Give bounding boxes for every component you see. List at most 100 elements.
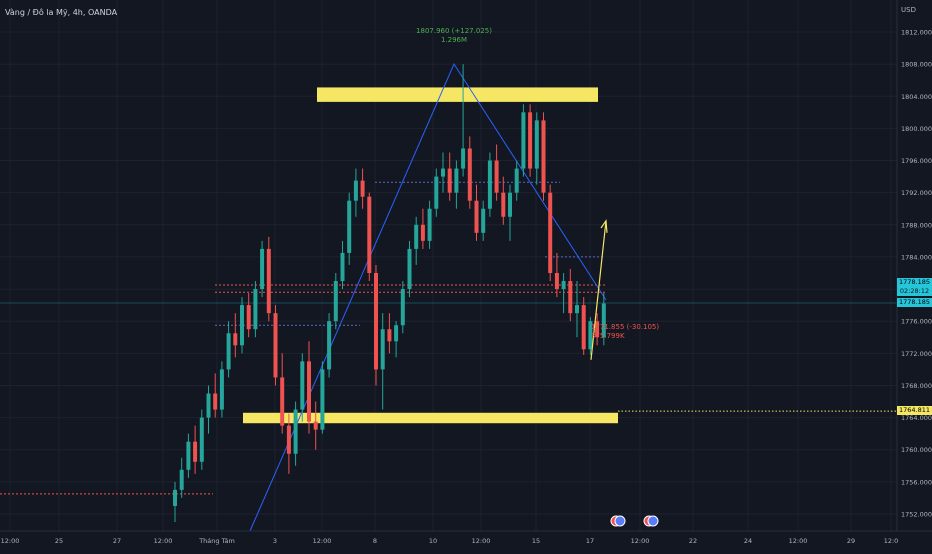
candle-body [179,469,184,490]
candle-body [554,273,559,290]
candle-body [260,248,265,290]
candle-body [327,321,332,370]
x-tick-label: 12:00 [472,537,491,545]
event-flag-circle [614,515,626,527]
candle-body [548,192,553,273]
candle-body [601,303,606,338]
level-price-tag: 1764.811 [897,406,932,415]
mid-price-tag: 1778.185 [897,298,932,307]
candle-body [394,325,399,342]
x-tick-label: 8 [373,537,377,545]
candle-body [374,273,378,370]
candle-body [581,305,586,350]
candle-body [280,377,285,426]
level-lines [0,181,897,495]
candle-body [595,321,600,338]
candle-body [380,329,385,370]
resistance-zone [317,87,598,102]
candle-body [300,361,305,410]
event-flag-icon [643,515,659,527]
projection-arrow-line [590,220,607,360]
y-tick-label: 1800.000 [901,125,932,133]
candle-body [588,321,593,350]
x-tick-label: 12:00 [789,537,808,545]
candle-body [313,421,318,430]
projection-arrow-head [600,219,608,233]
triangle-trend-line [249,62,607,532]
candle-body [427,208,432,241]
last-price-tag: 1778.185 [897,278,932,287]
candle-body [199,417,204,462]
projection-arrow [590,219,608,360]
zones [243,87,618,424]
x-tick-label: 15 [532,537,540,545]
y-axis[interactable]: 1812.000 1808.000 1804.000 1800.000 1796.000… [901,29,932,519]
candle-body [353,180,358,201]
candle-body [320,369,325,430]
candle-body [487,160,492,209]
candle-body [434,176,439,209]
candle-body [367,196,372,273]
candle-body [360,180,365,197]
candle-body [561,281,566,290]
candle-body [521,112,526,169]
trend-lines [249,62,607,532]
y-tick-label: 1796.000 [901,157,932,165]
candle-body [481,208,486,233]
y-tick-label: 1788.000 [901,221,932,229]
candle-body [213,393,218,410]
candle-body [387,329,392,342]
candle-body [340,252,345,282]
candle-body [407,248,412,290]
x-axis[interactable]: 12:00 25 27 12:00 Tháng Tám 3 12:00 8 10 12:00 15 1… [1,537,899,545]
x-tick-label: 12:00 [313,537,332,545]
y-tick-label: 1776.000 [901,318,932,326]
candle-body [447,168,452,193]
y-tick-label: 1764.000 [901,414,932,422]
candle-body [293,409,298,454]
candle-body [467,148,472,201]
candle-body [441,168,445,177]
event-flag-circle [647,515,659,527]
candles [173,64,606,523]
candle-body [219,369,224,410]
y-tick-label: 1772.000 [901,350,932,358]
candle-body [333,281,338,322]
x-tick-label: 25 [55,537,63,545]
candle-body [266,248,271,314]
candle-body [193,441,198,462]
currency-label[interactable]: USD [901,6,916,14]
countdown-tag: 02:28:12 [897,287,932,296]
candle-body [347,200,352,253]
support-zone [243,412,618,424]
candle-body [420,224,425,241]
candle-body [454,168,459,193]
x-tick-label: Tháng Tám [198,537,235,545]
candle-body [494,160,499,193]
candle-body [474,200,479,233]
candle-body [186,441,191,470]
y-tick-label: 1804.000 [901,93,932,101]
y-tick-label: 1784.000 [901,253,932,261]
candle-body [568,281,573,314]
candle-body [233,333,238,346]
candle-body [508,192,512,217]
candle-body [461,148,466,169]
y-tick-label: 1768.000 [901,382,932,390]
event-flag-icon [610,515,626,527]
peak-change: 1807.960 (+127.025) [416,27,492,35]
candle-body [307,361,311,422]
candle-body [226,333,231,370]
candle-body [575,305,579,314]
low-change: 1771.855 (-30.105) [591,323,660,331]
x-tick-label: 12:0 [884,537,899,545]
symbol-title[interactable]: Vàng / Đô la Mỹ, 4h, OANDA [5,8,118,17]
candle-body [173,489,177,506]
low-volume: 375.799K [591,332,625,340]
candle-body [541,120,546,193]
x-tick-label: 17 [586,537,594,545]
x-tick-label: 12:00 [631,537,650,545]
x-tick-label: 27 [113,537,121,545]
